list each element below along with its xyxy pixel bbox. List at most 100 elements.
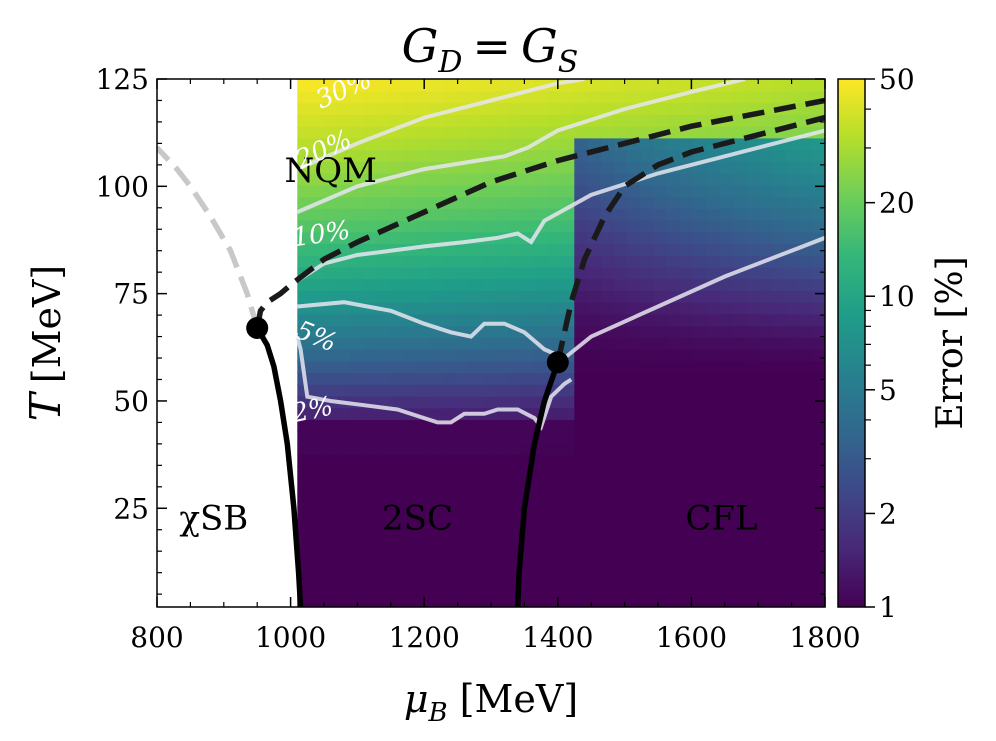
contour-line-3 — [297, 235, 825, 361]
heatmap-cell — [666, 466, 681, 479]
heatmap-cell — [679, 571, 694, 585]
heatmap-cell — [693, 477, 708, 491]
heatmap-cell — [297, 407, 312, 420]
heatmap-cell — [547, 219, 562, 233]
heatmap-cell — [534, 243, 549, 256]
heatmap-cell — [693, 513, 708, 526]
heatmap-cell — [323, 337, 338, 350]
heatmap-cell — [416, 172, 430, 186]
heatmap-cell — [587, 337, 602, 350]
heatmap-cell — [363, 90, 378, 104]
heatmap-cell — [666, 454, 681, 467]
heatmap-cell — [534, 536, 549, 550]
heatmap-cell — [811, 172, 825, 186]
heatmap-cell — [666, 560, 681, 573]
heatmap-cell — [732, 384, 747, 397]
heatmap-cell — [693, 102, 708, 115]
heatmap-cell — [429, 348, 444, 362]
heatmap-cell — [719, 90, 734, 104]
heatmap-cell — [376, 501, 391, 514]
heatmap-cell — [376, 384, 391, 397]
heatmap-cell — [389, 137, 404, 151]
heatmap-cell — [706, 524, 721, 538]
heatmap-cell — [640, 348, 655, 362]
heatmap-cell — [297, 313, 312, 327]
heatmap-cell — [587, 172, 602, 186]
heatmap-cell — [640, 196, 655, 209]
heatmap-cell — [706, 548, 721, 561]
heatmap-cell — [482, 290, 496, 303]
heatmap-cell — [600, 571, 615, 585]
heatmap-cell — [534, 583, 549, 596]
heatmap-cell — [402, 419, 417, 432]
heatmap-cell — [798, 266, 813, 280]
heatmap-cell — [402, 79, 417, 92]
heatmap-cell — [310, 571, 325, 585]
heatmap-cell — [389, 513, 404, 526]
heatmap-cell — [679, 431, 694, 444]
heatmap-cell — [745, 466, 760, 479]
heatmap-cell — [416, 548, 430, 561]
heatmap-cell — [416, 90, 430, 104]
heatmap-cell — [732, 325, 747, 338]
heatmap-cell — [521, 536, 536, 550]
heatmap-cell — [653, 571, 668, 585]
heatmap-cell — [455, 548, 470, 561]
heatmap-cell — [547, 114, 562, 127]
heatmap-cell — [323, 560, 338, 573]
heatmap-cell — [574, 384, 589, 397]
colorbar-tick-label: 2 — [879, 497, 897, 530]
heatmap-cell — [534, 102, 549, 115]
heatmap-cell — [785, 477, 800, 491]
heatmap-cell — [323, 548, 338, 561]
heatmap-cell — [310, 595, 325, 607]
heatmap-cell — [495, 184, 510, 198]
heatmap-cell — [600, 536, 615, 550]
heatmap-cell — [627, 79, 642, 92]
heatmap-cell — [640, 524, 655, 538]
heatmap-cell — [547, 419, 562, 432]
heatmap-cell — [719, 419, 734, 432]
heatmap-cell — [574, 419, 589, 432]
heatmap-cell — [785, 231, 800, 244]
heatmap-cell — [455, 360, 470, 374]
heatmap-cell — [389, 290, 404, 303]
heatmap-cell — [561, 337, 576, 350]
heatmap-cell — [759, 301, 773, 315]
heatmap-cell — [442, 219, 457, 233]
heatmap-cell — [719, 325, 734, 338]
heatmap-cell — [468, 278, 483, 291]
error-contours — [295, 79, 825, 431]
heatmap-cell — [759, 149, 773, 162]
heatmap-cell — [482, 208, 496, 221]
heatmap-cell — [402, 266, 417, 280]
heatmap-cell — [798, 337, 813, 350]
heatmap-cell — [653, 231, 668, 244]
heatmap-cell — [468, 454, 483, 467]
heatmap-cell — [627, 407, 642, 420]
heatmap-cell — [719, 442, 734, 456]
heatmap-cell — [600, 501, 615, 514]
heatmap-cell — [627, 536, 642, 550]
heatmap-cell — [402, 219, 417, 233]
heatmap-cell — [323, 501, 338, 514]
heatmap-cell — [350, 90, 365, 104]
heatmap-cell — [389, 489, 404, 503]
heatmap-cell — [811, 583, 825, 596]
heatmap-cell — [495, 360, 510, 374]
heatmap-cell — [402, 431, 417, 444]
heatmap-cell — [719, 208, 734, 221]
heatmap-cell — [719, 219, 734, 233]
heatmap-cell — [363, 536, 378, 550]
heatmap-cell — [323, 79, 338, 92]
heatmap-cell — [574, 595, 589, 607]
heatmap-cell — [429, 583, 444, 596]
heatmap-cell — [442, 466, 457, 479]
heatmap-cell — [798, 419, 813, 432]
heatmap-cell — [429, 372, 444, 385]
heatmap-cell — [547, 466, 562, 479]
heatmap-cell — [811, 266, 825, 280]
title-eq: = — [472, 19, 511, 73]
heatmap-cell — [653, 384, 668, 397]
heatmap-cell — [640, 90, 655, 104]
